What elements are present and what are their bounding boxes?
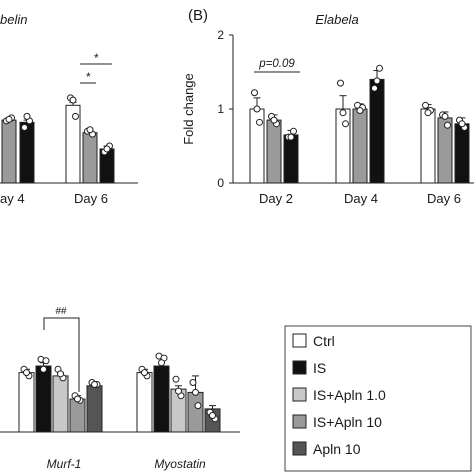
panel-a-sig-label: *: [86, 70, 91, 84]
panel-a-bars: [1, 94, 115, 184]
legend-swatch: [292, 333, 307, 348]
bar: [352, 108, 368, 184]
bar: [1, 119, 17, 184]
panel-a-xtick-label: ay 4: [0, 191, 25, 206]
legend-swatch: [292, 414, 307, 429]
data-point: [5, 115, 13, 123]
legend-box: [284, 325, 472, 472]
bar: [136, 372, 153, 433]
panel-b-bars: [249, 64, 470, 184]
data-point: [441, 112, 449, 120]
panel-a-title: belin: [0, 12, 27, 27]
data-point: [192, 388, 199, 396]
data-point: [21, 124, 28, 131]
legend-swatch: [292, 360, 307, 375]
data-point: [72, 112, 79, 120]
data-point: [175, 387, 182, 395]
bar: [19, 121, 35, 184]
legend-label: IS+Apln 10: [313, 414, 382, 430]
panel-c: Murf-1 Myostatin ##: [0, 306, 240, 471]
panel-b-label: (B): [188, 7, 208, 24]
bar: [69, 398, 86, 433]
legend-swatch: [292, 441, 307, 456]
data-point: [373, 77, 381, 85]
data-point: [141, 369, 148, 377]
bar: [283, 134, 299, 184]
panel-b-xtick-label: Day 4: [344, 191, 378, 206]
y-tick-label: 0: [217, 176, 224, 190]
data-point: [23, 369, 30, 377]
data-point: [270, 116, 278, 124]
panel-b: (B) Elabela Fold change 012 Day 2 Day 4 …: [181, 7, 474, 206]
data-point: [91, 380, 98, 388]
data-point: [251, 89, 258, 97]
panel-b-title: Elabela: [315, 12, 358, 27]
bar: [82, 132, 98, 184]
bar: [153, 365, 170, 433]
data-point: [287, 133, 295, 141]
data-point: [371, 84, 378, 92]
y-tick-label: 1: [217, 102, 224, 116]
panel-a: belin ay 4 Day 6 * *: [0, 12, 138, 206]
bar: [266, 119, 282, 184]
bar: [335, 108, 351, 184]
legend-items: Ctrl IS IS+Apln 1.0 IS+Apln 10 Apln 10: [292, 333, 386, 457]
bar: [369, 78, 385, 184]
data-point: [444, 121, 451, 129]
data-point: [23, 112, 31, 120]
data-point: [86, 126, 94, 134]
data-point: [422, 101, 429, 109]
data-point: [256, 118, 263, 126]
panel-c-xtick-label: Myostatin: [154, 457, 206, 471]
bar: [454, 123, 470, 184]
data-point: [376, 64, 383, 72]
data-point: [337, 79, 344, 87]
panel-c-sig-bracket: [43, 317, 80, 392]
data-point: [40, 365, 47, 373]
data-point: [74, 395, 81, 403]
data-point: [356, 106, 364, 114]
bar: [420, 108, 436, 184]
legend-label: Apln 10: [313, 441, 361, 457]
y-tick-label: 2: [217, 28, 224, 42]
data-point: [172, 375, 180, 383]
data-point: [290, 127, 297, 135]
panel-a-sig-label: *: [94, 51, 99, 65]
data-point: [189, 379, 197, 386]
panel-c-sig-label: ##: [55, 306, 67, 317]
legend-label: Ctrl: [313, 333, 335, 349]
panel-b-xtick-label: Day 2: [259, 191, 293, 206]
panel-b-yticks: 0 1 2: [217, 28, 233, 190]
legend-swatch: [292, 387, 307, 402]
data-point: [209, 412, 216, 419]
data-point: [103, 145, 111, 153]
data-point: [42, 357, 50, 365]
bar: [35, 365, 52, 433]
bar: [187, 391, 204, 433]
data-point: [194, 402, 202, 410]
bar: [18, 372, 35, 433]
bar: [52, 375, 69, 433]
data-point: [253, 105, 261, 113]
bar: [86, 385, 103, 433]
data-point: [458, 120, 466, 128]
panel-b-annotation: p=0.09: [258, 58, 295, 70]
data-point: [158, 359, 165, 367]
legend-label: IS+Apln 1.0: [313, 387, 386, 403]
panel-b-ylabel: Fold change: [181, 73, 196, 145]
panel-c-xtick-label: Murf-1: [47, 457, 82, 471]
data-point: [424, 109, 432, 117]
legend-label: IS: [313, 360, 326, 376]
legend: Ctrl IS IS+Apln 1.0 IS+Apln 10 Apln 10: [284, 325, 472, 472]
data-point: [342, 120, 349, 128]
panel-c-bars: [18, 352, 221, 433]
panel-b-xtick-label: Day 6: [427, 191, 461, 206]
data-point: [57, 370, 64, 378]
panel-a-xtick-label: Day 6: [74, 191, 108, 206]
data-point: [69, 96, 77, 104]
data-point: [339, 109, 347, 117]
